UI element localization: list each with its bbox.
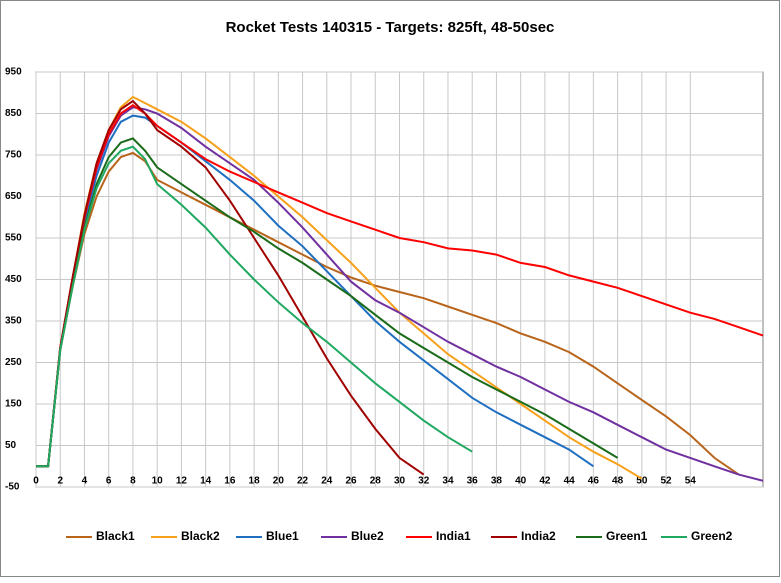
x-tick-label: 42 xyxy=(539,476,551,487)
x-tick-label: 52 xyxy=(661,476,673,487)
legend-label: Black1 xyxy=(96,529,135,543)
x-tick-label: 14 xyxy=(200,476,212,487)
series-line xyxy=(36,99,425,476)
x-tick-label: 46 xyxy=(588,476,600,487)
x-tick-label: 18 xyxy=(249,476,261,487)
y-tick-label: 950 xyxy=(5,67,22,78)
x-tick-label: 6 xyxy=(106,476,112,487)
x-tick-label: 44 xyxy=(564,476,576,487)
x-tick-label: 0 xyxy=(33,476,39,487)
x-tick-label: 22 xyxy=(297,476,309,487)
legend-label: Blue1 xyxy=(266,529,299,543)
x-tick-label: 34 xyxy=(442,476,454,487)
x-tick-label: 20 xyxy=(273,476,285,487)
series-line xyxy=(36,145,473,468)
series-line xyxy=(36,103,764,468)
x-tick-label: 38 xyxy=(491,476,503,487)
x-tick-label: 4 xyxy=(82,476,88,487)
series-line xyxy=(36,137,619,468)
y-tick-label: -50 xyxy=(5,482,20,493)
y-tick-label: 50 xyxy=(5,440,17,451)
legend-label: Blue2 xyxy=(351,529,384,543)
x-tick-label: 36 xyxy=(467,476,479,487)
y-tick-label: 350 xyxy=(5,316,22,327)
x-tick-label: 40 xyxy=(515,476,527,487)
x-tick-label: 8 xyxy=(130,476,136,487)
y-tick-label: 250 xyxy=(5,357,22,368)
legend-label: India1 xyxy=(436,529,471,543)
y-tick-label: 650 xyxy=(5,191,22,202)
legend-label: Green2 xyxy=(691,529,733,543)
x-tick-label: 50 xyxy=(636,476,648,487)
legend-label: Green1 xyxy=(606,529,648,543)
x-tick-label: 26 xyxy=(345,476,357,487)
chart-title: Rocket Tests 140315 - Targets: 825ft, 48… xyxy=(226,19,555,36)
x-tick-label: 54 xyxy=(685,476,697,487)
x-tick-label: 48 xyxy=(612,476,624,487)
y-tick-label: 550 xyxy=(5,233,22,244)
x-tick-label: 12 xyxy=(176,476,188,487)
legend-label: Black2 xyxy=(181,529,220,543)
x-tick-label: 2 xyxy=(57,476,63,487)
x-tick-label: 30 xyxy=(394,476,406,487)
series-line xyxy=(36,114,594,468)
x-tick-label: 16 xyxy=(224,476,236,487)
x-tick-label: 28 xyxy=(370,476,382,487)
y-tick-label: 450 xyxy=(5,274,22,285)
x-tick-label: 24 xyxy=(321,476,333,487)
x-tick-label: 10 xyxy=(152,476,164,487)
y-tick-label: 850 xyxy=(5,108,22,119)
series-line xyxy=(36,151,740,476)
x-tick-label: 32 xyxy=(418,476,430,487)
legend-label: India2 xyxy=(521,529,556,543)
y-tick-label: 750 xyxy=(5,150,22,161)
y-tick-label: 150 xyxy=(5,399,22,410)
